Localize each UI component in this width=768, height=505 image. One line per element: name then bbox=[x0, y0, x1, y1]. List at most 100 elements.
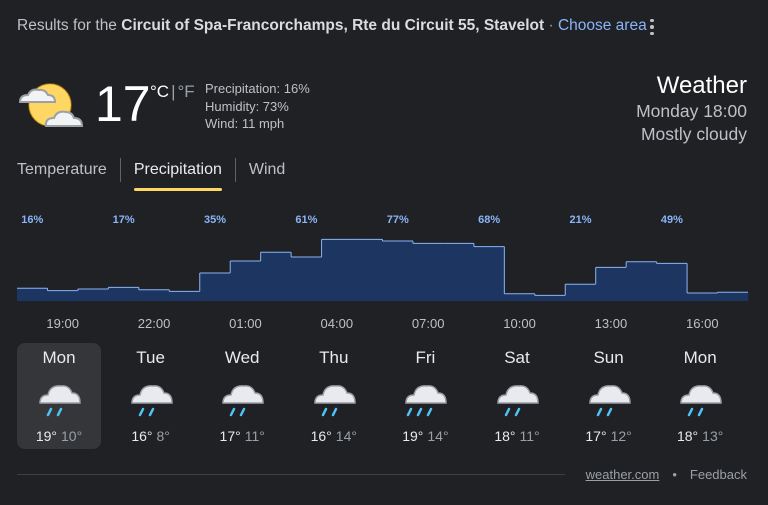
precip-bar[interactable] bbox=[595, 267, 627, 301]
rain-icon bbox=[475, 372, 559, 420]
footer-divider bbox=[17, 474, 565, 475]
low-temp: 11° bbox=[519, 428, 540, 444]
day-name: Sun bbox=[593, 348, 624, 367]
tab-precipitation[interactable]: Precipitation bbox=[133, 158, 222, 191]
unit-switch: °C | °F bbox=[150, 82, 195, 102]
hour-label: 19:00 bbox=[46, 316, 79, 331]
feedback-link[interactable]: Feedback bbox=[689, 467, 747, 482]
high-temp: 17° bbox=[585, 428, 607, 444]
high-temp: 16° bbox=[131, 428, 153, 444]
low-temp: 8° bbox=[156, 428, 170, 444]
location-line: Results for the Circuit of Spa-Francorch… bbox=[17, 17, 647, 35]
precip-bar[interactable] bbox=[717, 292, 749, 301]
rain-icon bbox=[658, 372, 742, 420]
precip-bar[interactable] bbox=[443, 243, 475, 301]
precip-bar[interactable] bbox=[230, 261, 261, 301]
day-temps: 18° 11° bbox=[475, 428, 559, 444]
partly-cloudy-icon bbox=[16, 80, 86, 137]
precip-value-label: 35% bbox=[204, 214, 226, 226]
day-thu[interactable]: Thu 16° 14° bbox=[292, 343, 376, 449]
precip-bar[interactable] bbox=[138, 289, 170, 301]
day-temps: 16° 14° bbox=[292, 428, 376, 444]
day-fri[interactable]: Fri 19° 14° bbox=[383, 343, 467, 449]
unit-celsius: °C bbox=[150, 82, 170, 101]
day-name: Wed bbox=[224, 348, 260, 367]
precip-bar[interactable] bbox=[626, 261, 657, 301]
hour-label: 13:00 bbox=[594, 316, 628, 331]
precip-bar[interactable] bbox=[534, 295, 566, 301]
day-name: Fri bbox=[415, 348, 436, 367]
precip-bar[interactable] bbox=[687, 293, 718, 301]
more-options-icon[interactable] bbox=[642, 14, 662, 40]
precip-bar[interactable] bbox=[291, 257, 322, 301]
precip-value-label: 77% bbox=[387, 214, 409, 226]
day-name: Thu bbox=[319, 348, 349, 367]
precip-bar[interactable] bbox=[77, 289, 109, 301]
humidity-text: Humidity: 73% bbox=[205, 98, 289, 114]
footer-dot: • bbox=[672, 467, 677, 482]
precip-value-label: 21% bbox=[569, 214, 591, 226]
day-sun[interactable]: Sun 17° 12° bbox=[567, 343, 651, 449]
rain-icon bbox=[109, 372, 193, 420]
hour-label: 22:00 bbox=[137, 316, 171, 331]
precip-bar[interactable] bbox=[17, 288, 48, 301]
low-temp: 14° bbox=[335, 428, 357, 444]
unit-fahrenheit[interactable]: °F bbox=[177, 82, 195, 101]
precip-bar[interactable] bbox=[382, 241, 414, 301]
weather-header: Weather Monday 18:00 Mostly cloudy bbox=[636, 72, 747, 146]
precip-bar[interactable] bbox=[260, 252, 292, 301]
precip-value-label: 49% bbox=[661, 214, 683, 226]
low-temp: 13° bbox=[702, 428, 724, 444]
tab-temperature[interactable]: Temperature bbox=[17, 161, 107, 178]
results-prefix: Results for the bbox=[17, 17, 117, 34]
precip-bar[interactable] bbox=[47, 290, 79, 301]
precip-bar[interactable] bbox=[321, 239, 353, 301]
day-temps: 17° 11° bbox=[200, 428, 284, 444]
day-sat[interactable]: Sat 18° 11° bbox=[475, 343, 559, 449]
precipitation-text: Precipitation: 16% bbox=[205, 81, 310, 96]
hour-label: 10:00 bbox=[503, 316, 536, 331]
precip-bar[interactable] bbox=[473, 246, 505, 301]
precip-bar[interactable] bbox=[504, 293, 536, 301]
current-temperature: 17 bbox=[95, 76, 151, 132]
precip-bar[interactable] bbox=[565, 284, 597, 301]
day-name: Mon bbox=[683, 348, 717, 367]
day-mon[interactable]: Mon 19° 10° bbox=[17, 343, 101, 449]
low-temp: 10° bbox=[61, 428, 83, 444]
separator-dot: · bbox=[548, 17, 554, 34]
precip-bar[interactable] bbox=[352, 239, 383, 301]
high-temp: 18° bbox=[676, 428, 699, 444]
precip-bar[interactable] bbox=[656, 263, 688, 301]
precip-bar[interactable] bbox=[412, 243, 444, 301]
day-temps: 18° 13° bbox=[658, 428, 742, 444]
rain-icon bbox=[567, 372, 651, 420]
day-temps: 19° 10° bbox=[17, 428, 101, 444]
low-temp: 11° bbox=[244, 428, 265, 444]
rain-icon bbox=[200, 372, 284, 420]
precip-bar[interactable] bbox=[108, 287, 140, 301]
rain-icon bbox=[17, 372, 101, 420]
day-tue[interactable]: Tue 16° 8° bbox=[109, 343, 193, 449]
precip-bar[interactable] bbox=[169, 291, 201, 301]
day-mon[interactable]: Mon 18° 13° bbox=[658, 343, 742, 449]
day-name: Tue bbox=[136, 348, 165, 367]
day-name: Mon bbox=[42, 348, 76, 367]
high-temp: 18° bbox=[494, 428, 516, 444]
location-name: Circuit of Spa-Francorchamps, Rte du Cir… bbox=[121, 17, 545, 34]
footer: weather.com • Feedback bbox=[586, 467, 747, 482]
forecast-tabs: Temperature Precipitation Wind bbox=[17, 158, 286, 191]
hour-label: 01:00 bbox=[229, 316, 262, 331]
precip-bar[interactable] bbox=[199, 273, 231, 301]
tab-divider bbox=[234, 158, 236, 182]
high-temp: 19° bbox=[402, 428, 424, 444]
day-wed[interactable]: Wed 17° 11° bbox=[200, 343, 284, 449]
choose-area-link[interactable]: Choose area bbox=[557, 17, 647, 34]
source-link[interactable]: weather.com bbox=[585, 467, 660, 482]
precip-value-label: 16% bbox=[21, 214, 43, 226]
low-temp: 14° bbox=[427, 428, 449, 444]
hour-label: 07:00 bbox=[411, 316, 445, 331]
precipitation-chart: 16% 17% 35% 61% 77% 68% 21% 49% bbox=[17, 214, 749, 301]
day-temps: 16° 8° bbox=[109, 428, 193, 444]
tab-wind[interactable]: Wind bbox=[248, 161, 286, 178]
tab-divider bbox=[119, 158, 121, 182]
